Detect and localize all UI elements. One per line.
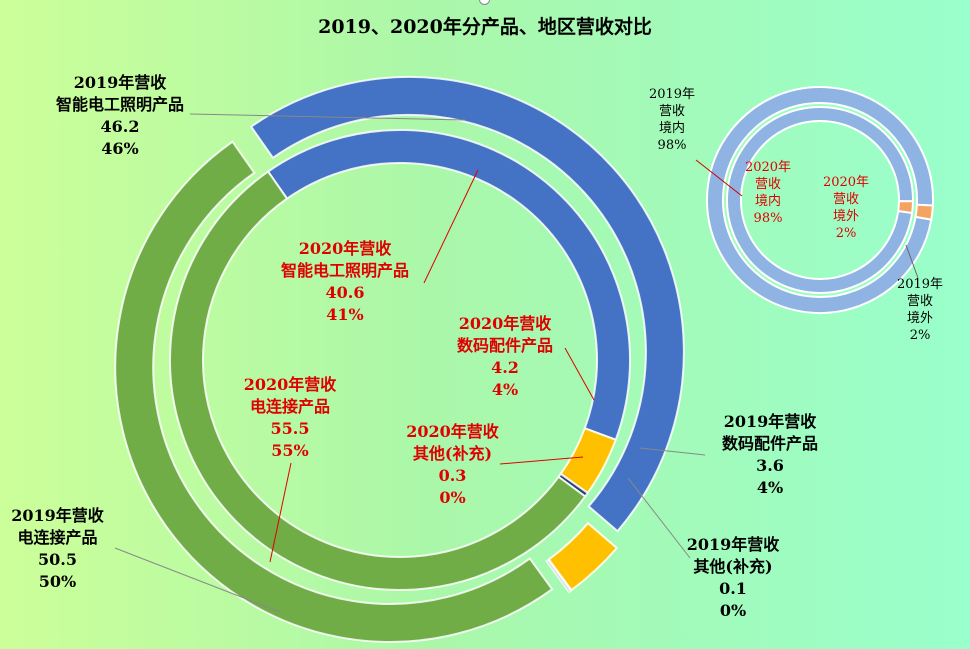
leader-2019-digital-accessories: [639, 447, 706, 456]
small-2019-slice-1[interactable]: [914, 203, 934, 221]
label-2019-smart-lighting: 2019年营收 智能电工照明产品 46.2 46%: [55, 73, 184, 158]
leader-2020-digital-accessories: [564, 347, 595, 401]
big-donut-2020-ring: [169, 129, 631, 591]
label-2019-digital-accessories: 2019年营收 数码配件产品 3.6 4%: [721, 412, 818, 497]
leader-small-2020-domestic: [695, 159, 743, 197]
label-2020-digital-accessories: 2020年营收 数码配件产品 4.2 4%: [456, 314, 553, 399]
leader-2019-smart-lighting: [189, 113, 466, 121]
label-2020-smart-lighting: 2020年营收 智能电工照明产品 40.6 41%: [280, 239, 409, 324]
leader-2020-other: [499, 456, 584, 465]
leader-2019-other: [627, 477, 691, 559]
label-2020-other: 2020年营收 其他(补充) 0.3 0%: [406, 422, 499, 507]
label-small-2020-domestic: 2020年 营收 境内 98%: [744, 160, 792, 226]
label-2019-other: 2019年营收 其他(补充) 0.1 0%: [686, 535, 780, 620]
big-2019-slice-0[interactable]: [249, 75, 685, 533]
label-2019-electrical-connection: 2019年营收 电连接产品 50.5 50%: [11, 506, 104, 591]
small-donut-2019-ring: [706, 86, 934, 314]
big-2019-slice-2[interactable]: [545, 558, 572, 594]
leader-2020-smart-lighting: [423, 169, 479, 284]
label-small-2020-overseas: 2020年 营收 境外 2%: [822, 175, 870, 241]
label-small-2019-domestic: 2019年 营收 境内 98%: [648, 87, 696, 153]
small-2020-slice-1[interactable]: [897, 200, 915, 215]
big-2019-slice-3[interactable]: [114, 140, 554, 643]
chart-title: 2019、2020年分产品、地区营收对比: [318, 16, 652, 38]
label-small-2019-overseas: 2019年 营收 境外 2%: [896, 277, 944, 343]
label-2020-electrical-connection: 2020年营收 电连接产品 55.5 55%: [243, 375, 337, 460]
leader-2019-electrical-connection: [114, 547, 281, 613]
big-donut-2019-ring: [114, 75, 685, 643]
small-donut-2020-ring: [726, 106, 915, 294]
big-2019-slice-1[interactable]: [547, 521, 619, 592]
leader-2020-electrical-connection: [269, 462, 292, 563]
leader-lines: [114, 113, 919, 613]
small-2019-slice-0[interactable]: [706, 86, 934, 314]
leader-small-2019-overseas: [905, 244, 919, 279]
big-2020-slice-3[interactable]: [169, 170, 587, 591]
small-2020-slice-0[interactable]: [726, 106, 914, 294]
